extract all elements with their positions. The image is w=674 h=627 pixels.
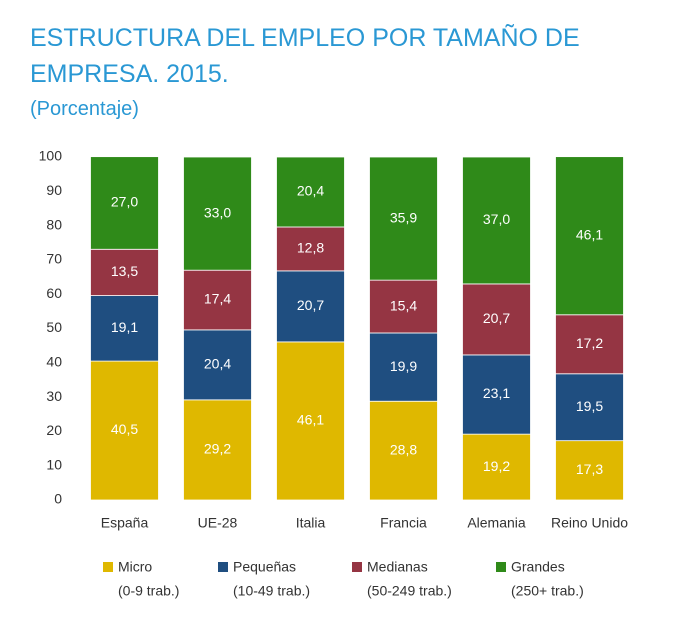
- value-label: 20,4: [297, 183, 324, 199]
- bar-segment: [183, 156, 252, 271]
- bar-segment: [555, 440, 624, 501]
- value-label: 40,5: [111, 421, 138, 437]
- value-label: 23,1: [483, 385, 510, 401]
- y-tick-label: 50: [46, 319, 62, 335]
- value-label: 19,5: [576, 398, 603, 414]
- y-tick-label: 90: [46, 182, 62, 198]
- bar-segment: [462, 433, 531, 501]
- bar-segment: [555, 156, 624, 316]
- value-label: 29,2: [204, 441, 231, 457]
- value-label: 20,7: [297, 297, 324, 313]
- x-tick-label: Italia: [296, 515, 326, 531]
- bar-segment: [462, 354, 531, 435]
- bar-segment: [369, 400, 438, 501]
- x-tick-label: España: [101, 515, 149, 531]
- value-label: 15,4: [390, 297, 417, 313]
- value-label: 33,0: [204, 204, 231, 220]
- bar-segment: [276, 341, 345, 501]
- bar-segment: [462, 283, 531, 356]
- value-label: 19,2: [483, 458, 510, 474]
- value-label: 46,1: [297, 412, 324, 428]
- bar-segment: [90, 156, 159, 250]
- value-label: 12,8: [297, 240, 324, 256]
- legend-sublabel: (50-249 trab.): [367, 583, 452, 599]
- value-label: 37,0: [483, 211, 510, 227]
- bar-segment: [183, 329, 252, 401]
- bar-segment: [462, 156, 531, 285]
- y-tick-label: 60: [46, 285, 62, 301]
- y-tick-label: 100: [39, 148, 63, 164]
- value-label: 28,8: [390, 441, 417, 457]
- x-tick-label: Reino Unido: [551, 515, 628, 531]
- value-label: 46,1: [576, 226, 603, 242]
- value-label: 13,5: [111, 263, 138, 279]
- legend-label: Grandes: [511, 559, 565, 575]
- value-label: 19,9: [390, 358, 417, 374]
- bar-segment: [276, 226, 345, 272]
- chart-title: ESTRUCTURA DEL EMPLEO POR TAMAÑO DE EMPR…: [30, 24, 580, 88]
- x-tick-label: Francia: [380, 515, 427, 531]
- legend-swatch: [496, 562, 506, 572]
- legend-swatch: [218, 562, 228, 572]
- bar-segment: [555, 314, 624, 375]
- value-label: 20,7: [483, 310, 510, 326]
- value-label: 19,1: [111, 319, 138, 335]
- value-label: 17,2: [576, 335, 603, 351]
- legend-swatch: [103, 562, 113, 572]
- y-tick-label: 80: [46, 216, 62, 232]
- bar-segment: [369, 332, 438, 402]
- value-label: 20,4: [204, 356, 231, 372]
- legend-sublabel: (10-49 trab.): [233, 583, 310, 599]
- y-tick-label: 70: [46, 251, 62, 267]
- y-tick-label: 40: [46, 354, 62, 370]
- y-tick-label: 20: [46, 422, 62, 438]
- value-label: 17,4: [204, 291, 231, 307]
- legend-swatch: [352, 562, 362, 572]
- bar-segment: [183, 269, 252, 331]
- chart-subtitle: (Porcentaje): [30, 98, 139, 120]
- bar-segment: [90, 295, 159, 362]
- legend-sublabel: (0-9 trab.): [118, 583, 179, 599]
- legend-label: Medianas: [367, 559, 428, 575]
- y-tick-label: 10: [46, 456, 62, 472]
- value-label: 35,9: [390, 209, 417, 225]
- y-tick-label: 30: [46, 388, 62, 404]
- y-tick-label: 0: [54, 491, 62, 507]
- value-label: 27,0: [111, 194, 138, 210]
- legend-label: Pequeñas: [233, 559, 296, 575]
- x-tick-label: UE-28: [198, 515, 238, 531]
- x-tick-label: Alemania: [467, 515, 526, 531]
- bar-segment: [369, 156, 438, 281]
- legend-label: Micro: [118, 559, 152, 575]
- value-label: 17,3: [576, 461, 603, 477]
- bar-segment: [369, 279, 438, 334]
- bar-segment: [90, 360, 159, 501]
- bar-segment: [555, 373, 624, 442]
- legend-sublabel: (250+ trab.): [511, 583, 584, 599]
- bar-segment: [276, 156, 345, 228]
